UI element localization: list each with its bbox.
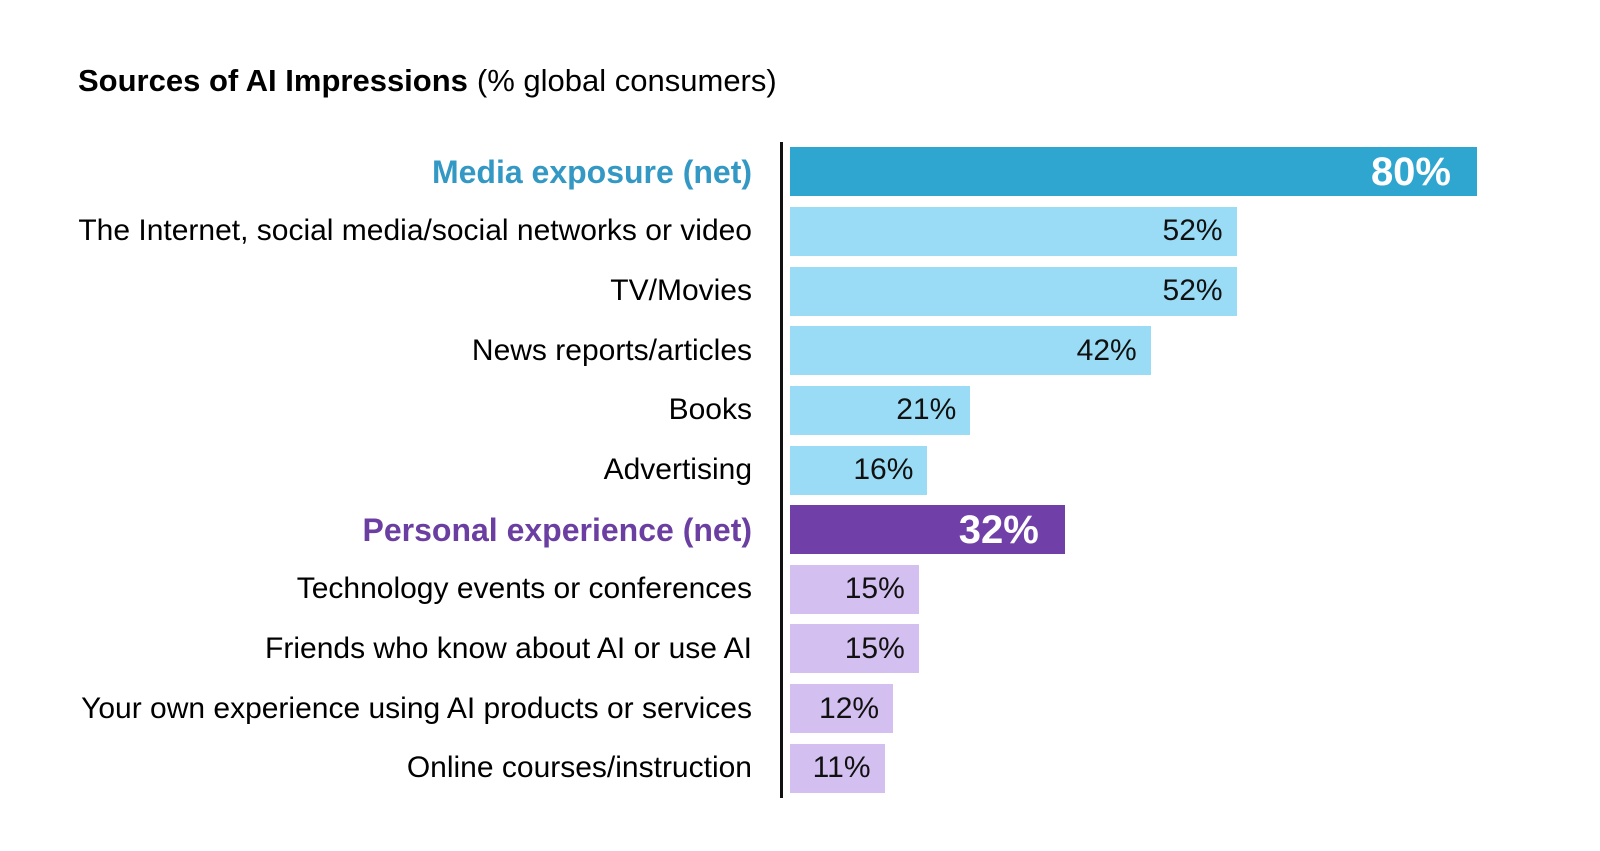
- category-label: Personal experience (net): [362, 511, 752, 548]
- value-label: 15%: [844, 631, 905, 665]
- axis-line: [780, 142, 783, 798]
- bar-area: 52%: [790, 206, 1600, 256]
- bar-area: 80%: [790, 147, 1600, 197]
- bar-area: 11%: [790, 743, 1600, 793]
- chart-row: Technology events or conferences 15%: [0, 559, 1600, 619]
- bar-area: 52%: [790, 266, 1600, 316]
- chart-row: Online courses/instruction 11%: [0, 738, 1600, 798]
- bar: 80%: [790, 147, 1477, 197]
- category-label: TV/Movies: [610, 274, 752, 308]
- category-label: Books: [668, 393, 752, 427]
- category-label: Media exposure (net): [431, 153, 752, 190]
- category-label: Technology events or conferences: [296, 572, 752, 606]
- bar-area: 16%: [790, 445, 1600, 495]
- value-label: 52%: [1162, 214, 1223, 248]
- value-label: 32%: [958, 507, 1039, 552]
- bar: 21%: [790, 385, 971, 435]
- value-label: 42%: [1076, 333, 1137, 367]
- value-label: 11%: [812, 751, 871, 785]
- bar-area: 15%: [790, 564, 1600, 614]
- value-label: 12%: [819, 691, 880, 725]
- bar-area: 32%: [790, 505, 1600, 555]
- chart-row: Personal experience (net) 32%: [0, 500, 1600, 560]
- bar-chart: Media exposure (net) 80% The Internet, s…: [0, 142, 1600, 798]
- chart-rows: Media exposure (net) 80% The Internet, s…: [0, 142, 1600, 798]
- bar: 11%: [790, 743, 885, 793]
- category-label: News reports/articles: [471, 333, 752, 367]
- chart-row: Books 21%: [0, 381, 1600, 441]
- chart-row: TV/Movies 52%: [0, 261, 1600, 321]
- chart-row: Your own experience using AI products or…: [0, 679, 1600, 739]
- bar: 15%: [790, 624, 919, 674]
- chart-title: Sources of AI Impressions (% global consu…: [78, 62, 777, 99]
- chart-row: News reports/articles 42%: [0, 321, 1600, 381]
- chart-row: Advertising 16%: [0, 440, 1600, 500]
- value-label: 16%: [853, 453, 914, 487]
- bar: 42%: [790, 326, 1151, 376]
- category-label: Your own experience using AI products or…: [81, 691, 752, 725]
- chart-row: Friends who know about AI or use AI 15%: [0, 619, 1600, 679]
- chart-row: The Internet, social media/social networ…: [0, 202, 1600, 262]
- chart-title-main: Sources of AI Impressions: [78, 63, 468, 98]
- category-label: Online courses/instruction: [406, 751, 752, 785]
- bar-area: 12%: [790, 684, 1600, 734]
- bar: 32%: [790, 505, 1065, 555]
- value-label: 15%: [844, 572, 905, 606]
- chart-row: Media exposure (net) 80%: [0, 142, 1600, 202]
- bar: 52%: [790, 206, 1237, 256]
- value-label: 52%: [1162, 274, 1223, 308]
- bar-area: 21%: [790, 385, 1600, 435]
- category-label: Friends who know about AI or use AI: [265, 631, 752, 665]
- bar-area: 42%: [790, 326, 1600, 376]
- bar: 52%: [790, 266, 1237, 316]
- category-label: The Internet, social media/social networ…: [78, 214, 752, 248]
- bar: 15%: [790, 564, 919, 614]
- value-label: 80%: [1370, 149, 1451, 194]
- bar-area: 15%: [790, 624, 1600, 674]
- bar: 16%: [790, 445, 928, 495]
- chart-title-suffix: (% global consumers): [476, 63, 777, 98]
- category-label: Advertising: [603, 453, 752, 487]
- bar: 12%: [790, 684, 894, 734]
- value-label: 21%: [896, 393, 957, 427]
